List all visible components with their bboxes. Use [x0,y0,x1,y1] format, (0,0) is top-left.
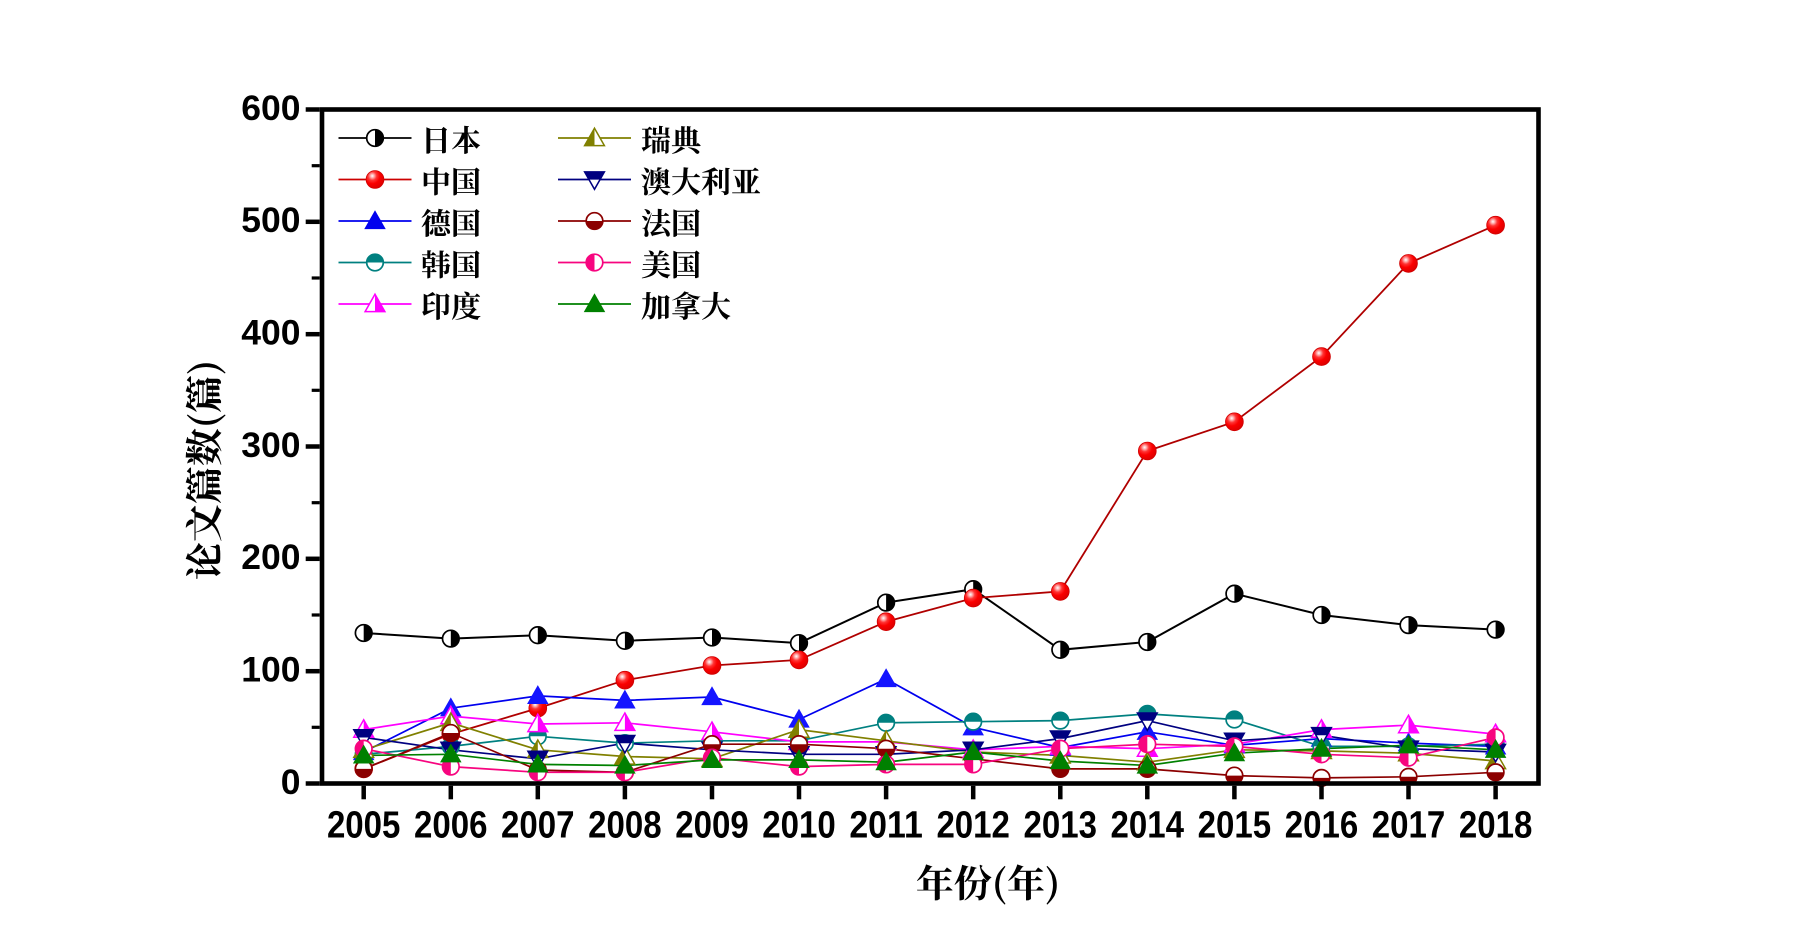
svg-text:2017: 2017 [1372,805,1446,847]
svg-text:400: 400 [241,313,300,353]
svg-text:2006: 2006 [414,805,488,847]
svg-text:2013: 2013 [1024,805,1098,847]
svg-text:0: 0 [281,762,301,802]
svg-text:500: 500 [241,200,300,240]
svg-text:2009: 2009 [675,805,749,847]
svg-text:2005: 2005 [327,805,401,847]
svg-text:2008: 2008 [588,805,662,847]
svg-text:2014: 2014 [1111,805,1185,847]
svg-text:2018: 2018 [1459,805,1533,847]
svg-text:200: 200 [241,537,300,577]
svg-text:300: 300 [241,425,300,465]
svg-text:2011: 2011 [849,805,923,847]
svg-text:2010: 2010 [762,805,836,847]
svg-text:2015: 2015 [1198,805,1272,847]
svg-text:100: 100 [241,650,300,690]
svg-text:2007: 2007 [501,805,575,847]
svg-text:600: 600 [241,88,300,128]
svg-text:2012: 2012 [936,805,1010,847]
svg-text:2016: 2016 [1285,805,1359,847]
